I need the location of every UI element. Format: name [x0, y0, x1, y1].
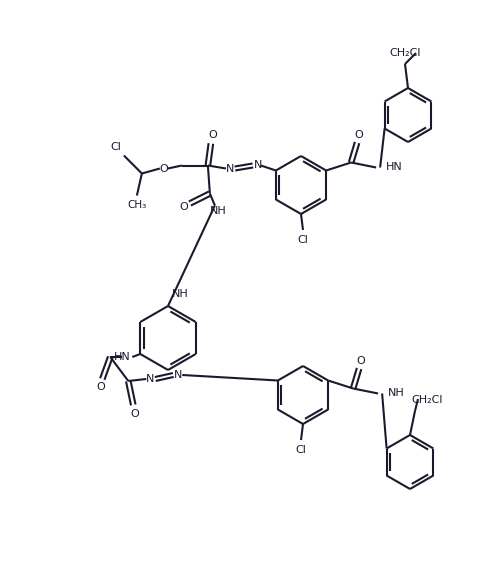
Text: CH₂Cl: CH₂Cl	[389, 48, 421, 58]
Text: O: O	[357, 355, 365, 366]
Text: O: O	[160, 163, 168, 173]
Text: HN: HN	[386, 163, 403, 172]
Text: N: N	[253, 160, 262, 171]
Text: O: O	[96, 382, 105, 392]
Text: N: N	[174, 370, 182, 380]
Text: N: N	[226, 163, 234, 173]
Text: O: O	[179, 202, 188, 212]
Text: HN: HN	[114, 352, 131, 362]
Text: NH: NH	[388, 389, 405, 398]
Text: Cl: Cl	[298, 235, 309, 245]
Text: Cl: Cl	[296, 445, 307, 455]
Text: NH: NH	[171, 289, 188, 299]
Text: CH₂Cl: CH₂Cl	[411, 395, 443, 405]
Text: O: O	[209, 131, 217, 141]
Text: O: O	[130, 409, 139, 419]
Text: NH: NH	[210, 206, 226, 216]
Text: CH₃: CH₃	[127, 201, 147, 211]
Text: N: N	[146, 374, 155, 384]
Text: Cl: Cl	[110, 142, 121, 153]
Text: O: O	[355, 129, 363, 140]
